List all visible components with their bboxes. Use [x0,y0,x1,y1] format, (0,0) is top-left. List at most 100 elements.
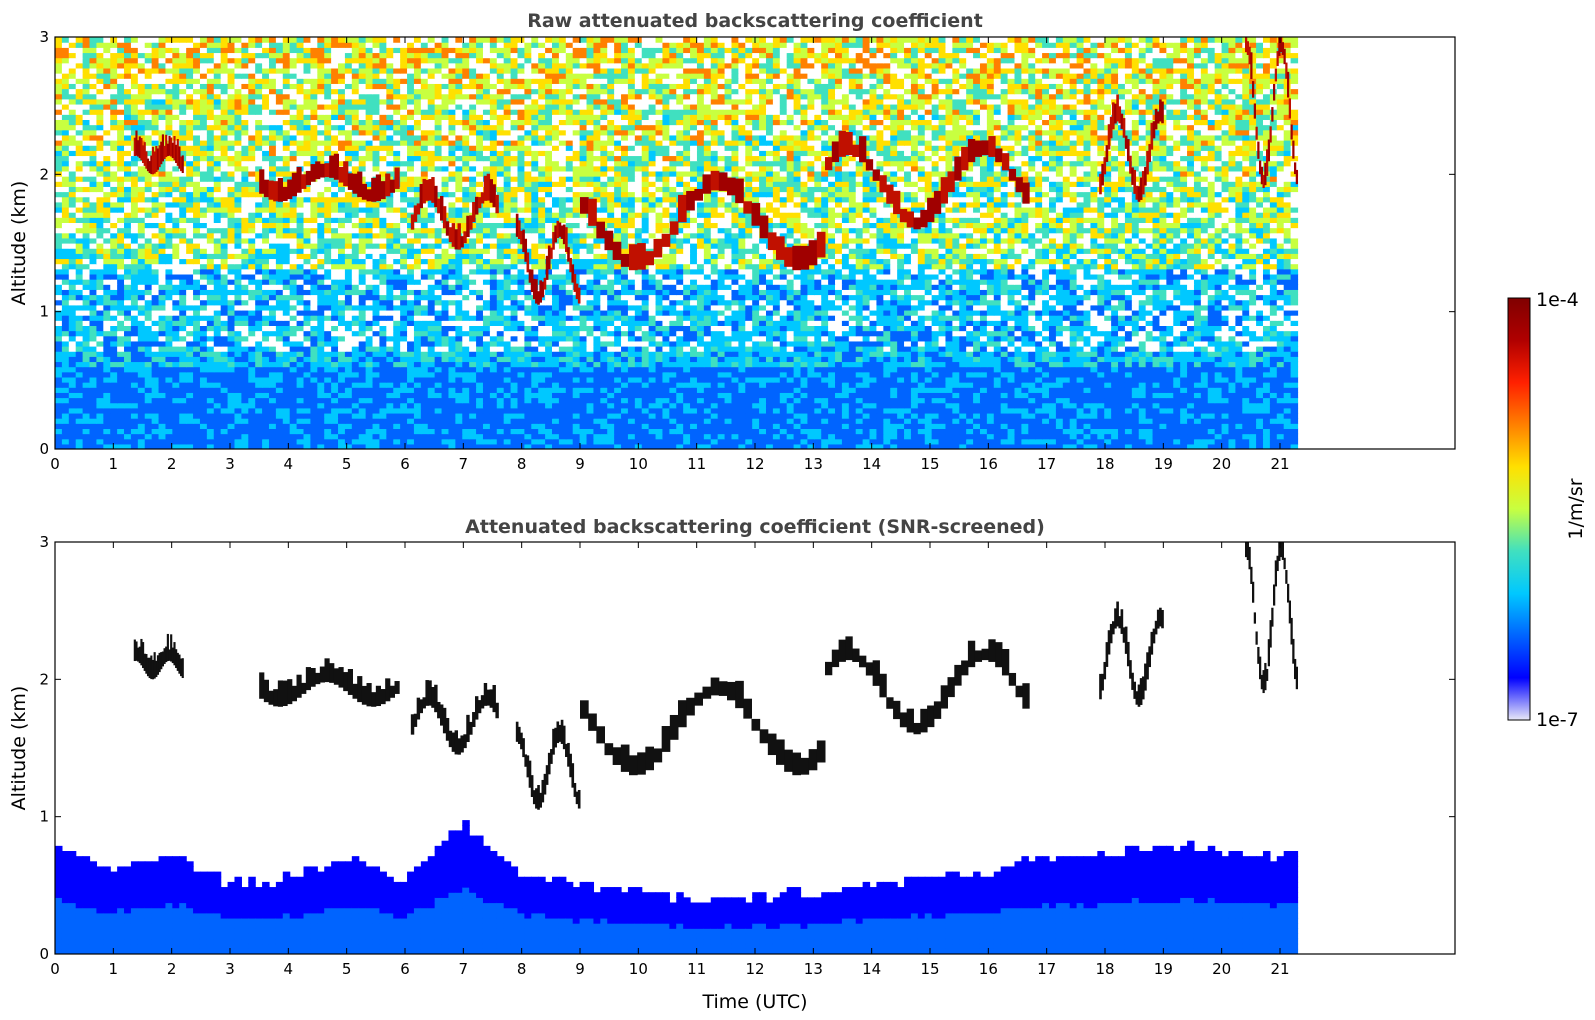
heatmap-cell [655,325,664,332]
heatmap-cell [538,407,546,414]
heatmap-cell [614,361,622,368]
heatmap-cell [117,335,125,342]
heatmap-cell [1111,351,1119,357]
heatmap-cell [703,366,712,373]
heatmap-cell [1021,397,1029,404]
heatmap-cell [89,412,98,419]
heatmap-cell [1173,392,1181,399]
heatmap-cell [938,335,947,342]
heatmap-cell [904,376,912,383]
heatmap-cell [1021,387,1029,393]
heatmap-cell [717,397,726,404]
heatmap-cell [621,340,629,347]
heatmap-cell [172,428,180,435]
heatmap-cell [248,392,256,399]
heatmap-cell [655,371,664,378]
heatmap-cell [393,438,401,445]
heatmap-cell [1124,433,1133,440]
heatmap-cell [1221,428,1230,435]
heatmap-cell [503,418,512,424]
heatmap-cell [124,382,132,388]
heatmap-cell [600,428,608,435]
heatmap-cell [876,438,884,445]
heatmap-cell [1035,443,1043,449]
heatmap-cell [275,320,284,326]
heatmap-cell [600,423,608,429]
heatmap-cell [862,402,871,409]
heatmap-cell [966,397,974,404]
heatmap-cell [855,387,864,393]
heatmap-cell [1187,412,1195,419]
heatmap-cell [372,351,381,357]
heatmap-cell [538,330,546,337]
heatmap-cell [1221,371,1230,378]
heatmap-cell [676,335,684,342]
heatmap-cell [289,309,298,316]
heatmap-cell [420,371,429,378]
heatmap-cell [931,330,940,337]
heatmap-cell [482,371,491,378]
heatmap-cell [241,304,249,311]
heatmap-cell [68,366,77,373]
heatmap-cell [199,309,208,316]
heatmap-cell [765,428,774,435]
heatmap-cell [130,366,139,373]
heatmap-cell [241,382,249,388]
heatmap-cell [835,304,843,311]
heatmap-cell [220,428,229,435]
heatmap-cell [227,356,236,363]
heatmap-cell [89,433,98,440]
heatmap-cell [110,315,118,321]
heatmap-cell [641,340,650,347]
heatmap-cell [137,387,146,393]
heatmap-cell [55,346,63,352]
heatmap-cell [738,443,746,449]
heatmap-cell [835,371,843,378]
heatmap-cell [199,433,208,440]
heatmap-cell [413,340,422,347]
heatmap-cell [255,335,263,342]
heatmap-cell [662,315,670,321]
heatmap-cell [883,361,891,368]
heatmap-cell [469,330,477,337]
heatmap-cell [1235,407,1243,414]
heatmap-cell [503,335,512,342]
heatmap-cell [786,371,795,378]
heatmap-cell [1166,443,1174,449]
heatmap-cell [545,423,553,429]
heatmap-cell [469,402,477,409]
heatmap-cell [938,315,947,321]
heatmap-cell [1014,325,1022,332]
heatmap-cell [351,335,360,342]
heatmap-cell [772,418,781,424]
heatmap-cell [255,392,263,399]
heatmap-cell [241,438,249,445]
heatmap-cell [400,376,408,383]
heatmap-cell [924,309,933,316]
heatmap-cell [890,315,898,321]
heatmap-cell [455,433,463,440]
heatmap-cell [897,428,905,435]
heatmap-cell [1249,320,1257,326]
heatmap-cell [241,402,249,409]
heatmap-cell [669,418,677,424]
heatmap-cell [427,315,436,321]
heatmap-cell [759,438,767,445]
heatmap-cell [662,423,670,429]
heatmap-cell [586,356,595,363]
heatmap-cell [1152,392,1161,399]
heatmap-cell [724,366,733,373]
heatmap-cell [358,346,367,352]
heatmap-cell [462,371,470,378]
heatmap-cell [234,315,242,321]
heatmap-cell [227,443,236,449]
heatmap-cell [1090,356,1098,363]
heatmap-cell [117,356,125,363]
heatmap-cell [669,392,677,399]
heatmap-cell [1180,387,1188,393]
heatmap-cell [945,392,953,399]
heatmap-cell [558,330,567,337]
heatmap-cell [358,412,367,419]
heatmap-cell [676,366,684,373]
heatmap-cell [800,382,809,388]
